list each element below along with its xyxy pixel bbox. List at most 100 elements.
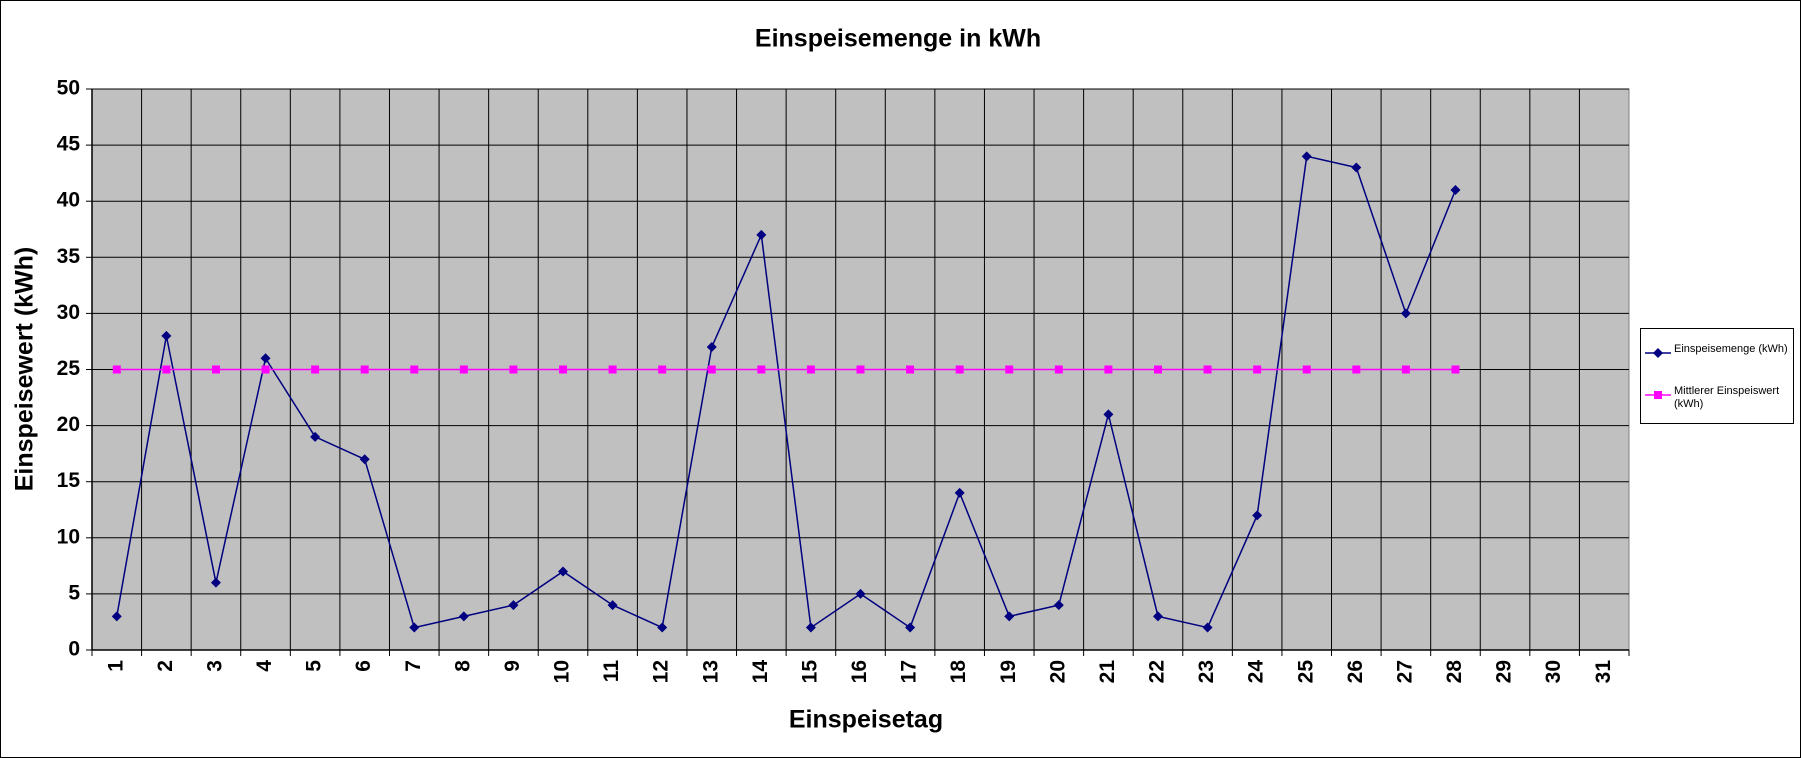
x-tick-label: 31 — [1592, 660, 1615, 684]
marker — [806, 365, 815, 374]
marker — [954, 487, 965, 498]
marker — [1152, 611, 1163, 622]
legend: Einspeisemenge (kWh) Mittlerer Einspeiswe… — [1640, 328, 1794, 424]
marker — [658, 365, 667, 374]
x-tick-label: 25 — [1294, 660, 1317, 684]
y-tick-label: 15 — [57, 469, 81, 492]
marker — [1004, 611, 1015, 622]
x-tick-label: 29 — [1493, 660, 1516, 683]
marker — [410, 365, 419, 374]
legend-label: Mittlerer Einspeiswert (kWh) — [1674, 385, 1780, 410]
x-tick-label: 21 — [1096, 660, 1119, 684]
x-tick-label: 5 — [303, 660, 326, 672]
x-tick-label: 24 — [1245, 660, 1268, 684]
marker — [558, 566, 569, 577]
x-tick-label: 9 — [501, 660, 524, 672]
marker — [1054, 365, 1063, 374]
x-tick-label: 7 — [402, 660, 425, 672]
marker — [1654, 391, 1662, 399]
x-tick-label: 12 — [650, 660, 673, 683]
marker — [706, 342, 717, 353]
marker — [409, 622, 420, 633]
marker — [805, 622, 816, 633]
y-tick-label: 5 — [68, 581, 80, 604]
x-tick-label: 16 — [848, 660, 871, 683]
marker — [1252, 510, 1263, 521]
x-tick-label: 30 — [1542, 660, 1565, 683]
x-tick-label: 20 — [1046, 660, 1069, 683]
x-tick-label: 10 — [551, 660, 574, 683]
y-tick-label: 30 — [57, 301, 80, 324]
x-axis-title: Einspeisetag — [789, 706, 943, 734]
x-tick-label: 8 — [451, 660, 474, 672]
marker — [1253, 365, 1262, 374]
marker — [112, 365, 121, 374]
marker — [1053, 600, 1064, 611]
legend-label: Einspeisemenge (kWh) — [1674, 343, 1788, 355]
marker — [1400, 308, 1411, 319]
chart-title: Einspeisemenge in kWh — [755, 25, 1041, 53]
marker — [1653, 348, 1663, 358]
marker — [162, 365, 171, 374]
y-tick-label: 35 — [57, 245, 81, 268]
legend-symbol — [1645, 391, 1671, 399]
legend-symbol — [1645, 348, 1671, 358]
x-tick-label: 23 — [1195, 660, 1218, 683]
y-tick-label: 10 — [57, 525, 80, 548]
y-tick-label: 0 — [68, 638, 80, 661]
x-tick-label: 6 — [352, 660, 375, 672]
marker — [359, 454, 370, 465]
x-tick-label: 26 — [1344, 660, 1367, 683]
marker — [210, 577, 221, 588]
marker — [1005, 365, 1014, 374]
marker — [1202, 622, 1213, 633]
marker — [459, 365, 468, 374]
y-axis-title: Einspeisewert (kWh) — [11, 247, 39, 492]
y-tick-label: 50 — [57, 77, 80, 100]
x-tick-label: 11 — [600, 660, 623, 683]
x-tick-label: 19 — [997, 660, 1020, 683]
x-tick-label: 14 — [749, 660, 772, 684]
x-tick-label: 15 — [798, 660, 821, 684]
marker — [1450, 184, 1461, 195]
marker — [607, 600, 618, 611]
marker — [757, 365, 766, 374]
x-tick-label: 28 — [1443, 660, 1466, 684]
marker — [657, 622, 668, 633]
marker — [1302, 365, 1311, 374]
marker — [310, 431, 321, 442]
y-tick-label: 20 — [57, 413, 80, 436]
marker — [905, 622, 916, 633]
marker — [1103, 409, 1114, 420]
marker — [311, 365, 320, 374]
marker — [756, 229, 767, 240]
x-tick-label: 27 — [1393, 660, 1416, 683]
y-tick-label: 45 — [57, 133, 81, 156]
x-tick-label: 22 — [1146, 660, 1169, 683]
x-tick-label: 4 — [253, 660, 276, 672]
marker — [1352, 365, 1361, 374]
marker — [508, 600, 519, 611]
marker — [559, 365, 568, 374]
marker — [608, 365, 617, 374]
x-tick-label: 2 — [154, 660, 177, 672]
marker — [458, 611, 469, 622]
marker — [1104, 365, 1113, 374]
marker — [111, 611, 122, 622]
marker — [1301, 151, 1312, 162]
marker — [260, 353, 271, 364]
marker — [161, 330, 172, 341]
marker — [855, 588, 866, 599]
marker — [360, 365, 369, 374]
y-tick-label: 25 — [57, 357, 81, 380]
marker — [1451, 365, 1460, 374]
marker — [1203, 365, 1212, 374]
x-tick-label: 1 — [104, 660, 127, 672]
x-tick-label: 17 — [898, 660, 921, 683]
x-tick-label: 18 — [947, 660, 970, 684]
marker — [509, 365, 518, 374]
marker — [906, 365, 915, 374]
marker — [1401, 365, 1410, 374]
